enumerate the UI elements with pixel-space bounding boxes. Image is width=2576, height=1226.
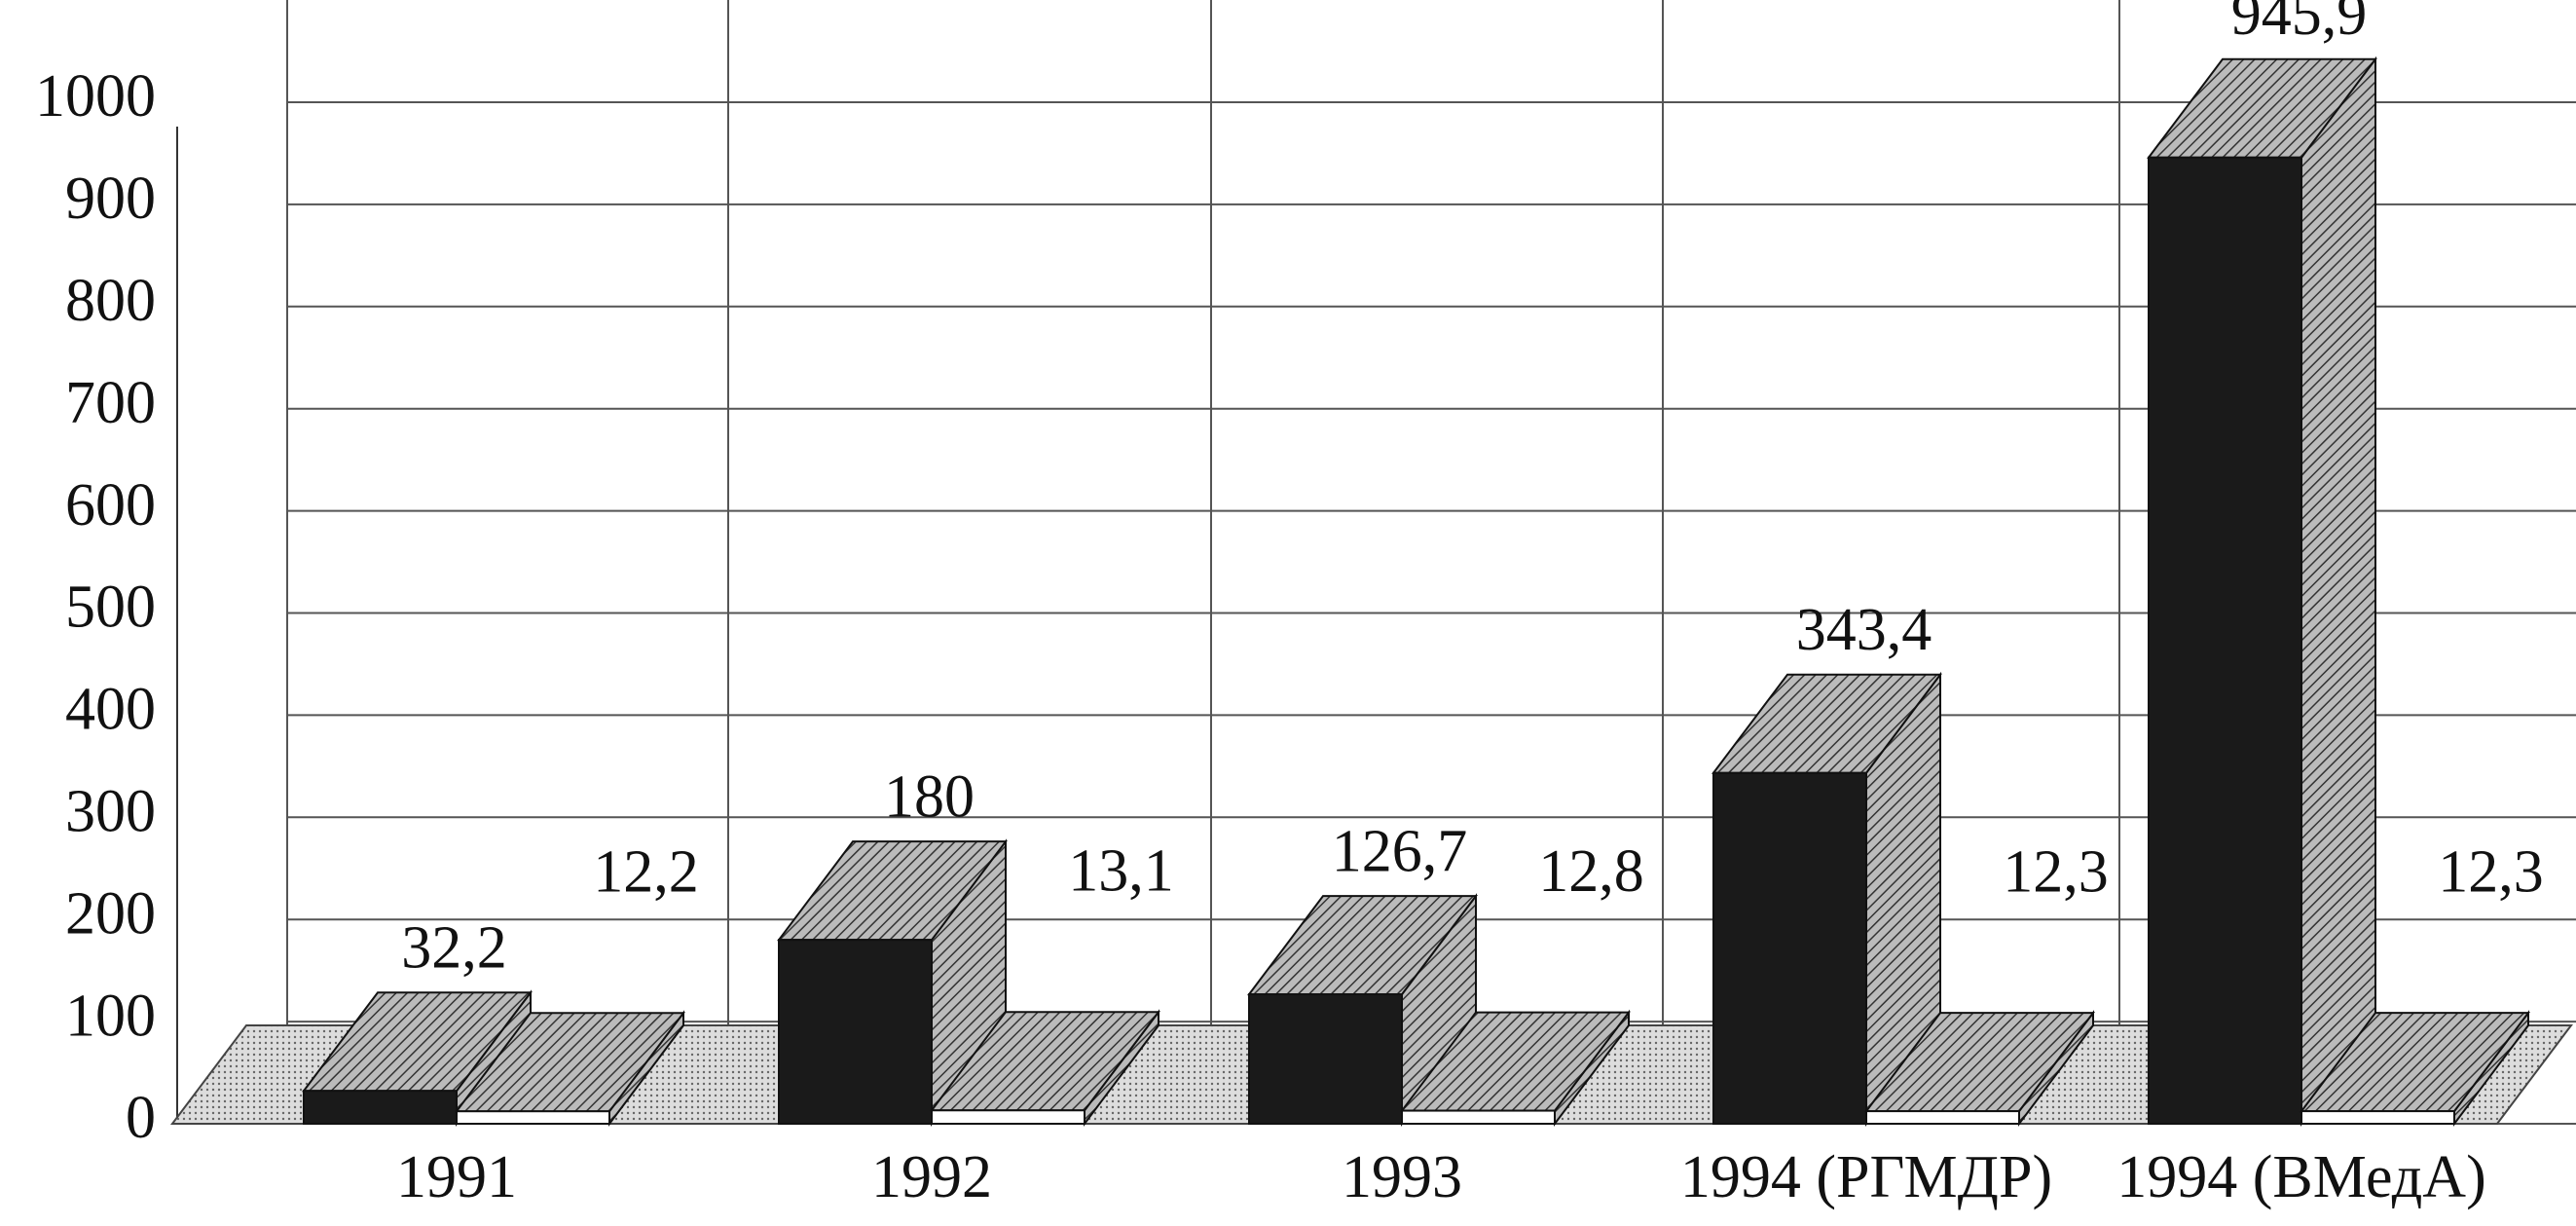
value-label: 12,2 xyxy=(593,838,699,905)
bar xyxy=(1401,1109,1556,1125)
value-label: 13,1 xyxy=(1068,837,1174,904)
y-tick-label: 500 xyxy=(65,575,156,641)
bar xyxy=(2300,1110,2455,1125)
x-tick-label: 1991 xyxy=(396,1144,517,1210)
y-tick-label: 800 xyxy=(65,268,156,334)
value-label: 32,2 xyxy=(401,914,507,981)
y-tick-label: 400 xyxy=(65,677,156,743)
value-label: 12,3 xyxy=(2003,838,2109,905)
bar xyxy=(931,1109,1086,1125)
y-tick-label: 700 xyxy=(65,370,156,436)
value-label: 945,9 xyxy=(2231,0,2368,48)
x-tick-label: 1993 xyxy=(1342,1144,1462,1210)
y-tick-label: 300 xyxy=(65,779,156,845)
x-tick-label: 1992 xyxy=(871,1144,992,1210)
bar-side xyxy=(2300,56,2376,1127)
value-label: 12,8 xyxy=(1538,838,1644,905)
bar xyxy=(303,1090,458,1125)
x-tick-label: 1994 (ВМедА) xyxy=(2116,1144,2485,1210)
y-tick-label: 600 xyxy=(65,472,156,539)
value-label: 343,4 xyxy=(1796,597,1932,663)
bar xyxy=(778,939,933,1125)
y-tick-label: 200 xyxy=(65,880,156,947)
y-tick-label: 900 xyxy=(65,166,156,232)
bar xyxy=(1865,1110,2020,1125)
value-label: 126,7 xyxy=(1332,818,1468,884)
value-label: 12,3 xyxy=(2438,838,2544,905)
bar xyxy=(1248,993,1403,1125)
y-tick-label: 100 xyxy=(65,983,156,1049)
value-label: 180 xyxy=(884,763,975,830)
x-tick-label: 1994 (РГМДР) xyxy=(1680,1144,2052,1210)
bar xyxy=(2148,156,2302,1125)
bar xyxy=(456,1110,610,1125)
y-tick-label: 0 xyxy=(126,1085,156,1151)
y-tick-label: 1000 xyxy=(35,63,156,130)
bar xyxy=(1712,771,1867,1125)
